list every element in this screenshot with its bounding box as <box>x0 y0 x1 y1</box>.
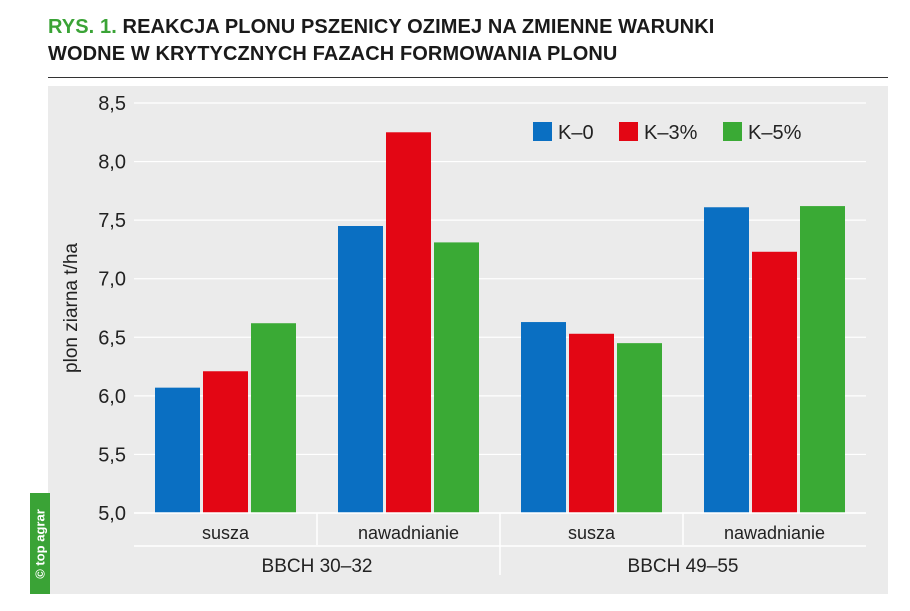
y-tick-label: 6,0 <box>98 386 126 408</box>
bar <box>569 333 614 513</box>
chart-title: RYS. 1. REAKCJA PLONU PSZENICY OZIMEJ NA… <box>48 14 888 68</box>
y-tick-label: 5,5 <box>98 444 126 466</box>
legend-label: K–3% <box>644 122 698 144</box>
category-label: nawadnianie <box>724 523 825 543</box>
bar <box>338 226 383 513</box>
figure-number: RYS. 1. <box>48 16 117 38</box>
group-label: BBCH 30–32 <box>262 556 373 577</box>
bar <box>155 387 200 513</box>
y-tick-label: 7,0 <box>98 269 126 291</box>
bar <box>704 207 749 513</box>
y-tick-label: 6,5 <box>98 327 126 349</box>
y-tick-label: 8,5 <box>98 93 126 115</box>
legend-swatch <box>723 122 742 141</box>
legend-swatch <box>533 122 552 141</box>
bar <box>434 242 479 513</box>
title-line-1: REAKCJA PLONU PSZENICY OZIMEJ NA ZMIENNE… <box>122 16 715 38</box>
bar <box>203 371 248 513</box>
legend-label: K–5% <box>748 122 802 144</box>
bar <box>386 132 431 514</box>
legend-label: K–0 <box>558 122 594 144</box>
y-axis-label: plon ziarna t/ha <box>61 243 82 373</box>
bar <box>800 206 845 514</box>
bar <box>617 343 662 513</box>
y-tick-label: 5,0 <box>98 503 126 525</box>
y-tick-label: 8,0 <box>98 152 126 174</box>
category-label: susza <box>202 523 250 543</box>
category-label: susza <box>568 523 616 543</box>
title-divider <box>48 77 888 78</box>
group-label: BBCH 49–55 <box>628 556 739 577</box>
top-agrar-badge: © top agrar <box>30 493 50 594</box>
bar <box>521 322 566 513</box>
bar <box>752 251 797 513</box>
legend-swatch <box>619 122 638 141</box>
y-tick-label: 7,5 <box>98 210 126 232</box>
title-line-2: WODNE W KRYTYCZNYCH FAZACH FORMOWANIA PL… <box>48 43 618 65</box>
bar <box>251 323 296 513</box>
category-label: nawadnianie <box>358 523 459 543</box>
watermark-text: © top agrar <box>32 508 48 579</box>
